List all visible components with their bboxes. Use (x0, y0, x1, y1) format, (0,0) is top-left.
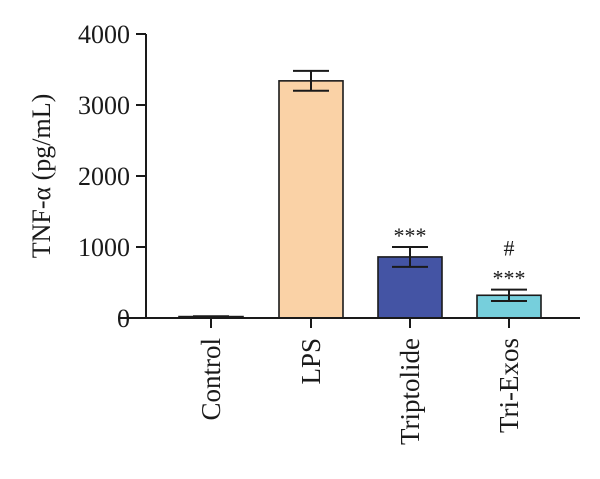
significance-annotation: # (504, 236, 515, 261)
x-tick-label: Control (196, 338, 226, 421)
x-axis: Control LPS Triptolide Tri-Exos (120, 317, 580, 445)
x-tick-label: Triptolide (395, 338, 425, 445)
significance-annotation: *** (394, 223, 427, 248)
error-bar (293, 69, 329, 92)
y-tick-label: 1000 (78, 233, 130, 262)
y-axis-title: TNF-α (pg/mL) (27, 94, 56, 259)
x-tick-label: LPS (296, 338, 326, 385)
y-tick-label: 2000 (78, 162, 130, 191)
y-tick-label: 3000 (78, 91, 130, 120)
error-bar (193, 315, 229, 318)
x-tick-label: Tri-Exos (494, 338, 524, 433)
bars: *** # *** (178, 69, 542, 319)
significance-annotation: *** (493, 266, 526, 291)
error-bar (392, 246, 428, 268)
y-tick-label: 4000 (78, 20, 130, 49)
error-bar (491, 288, 527, 302)
bar-lps (278, 80, 344, 319)
